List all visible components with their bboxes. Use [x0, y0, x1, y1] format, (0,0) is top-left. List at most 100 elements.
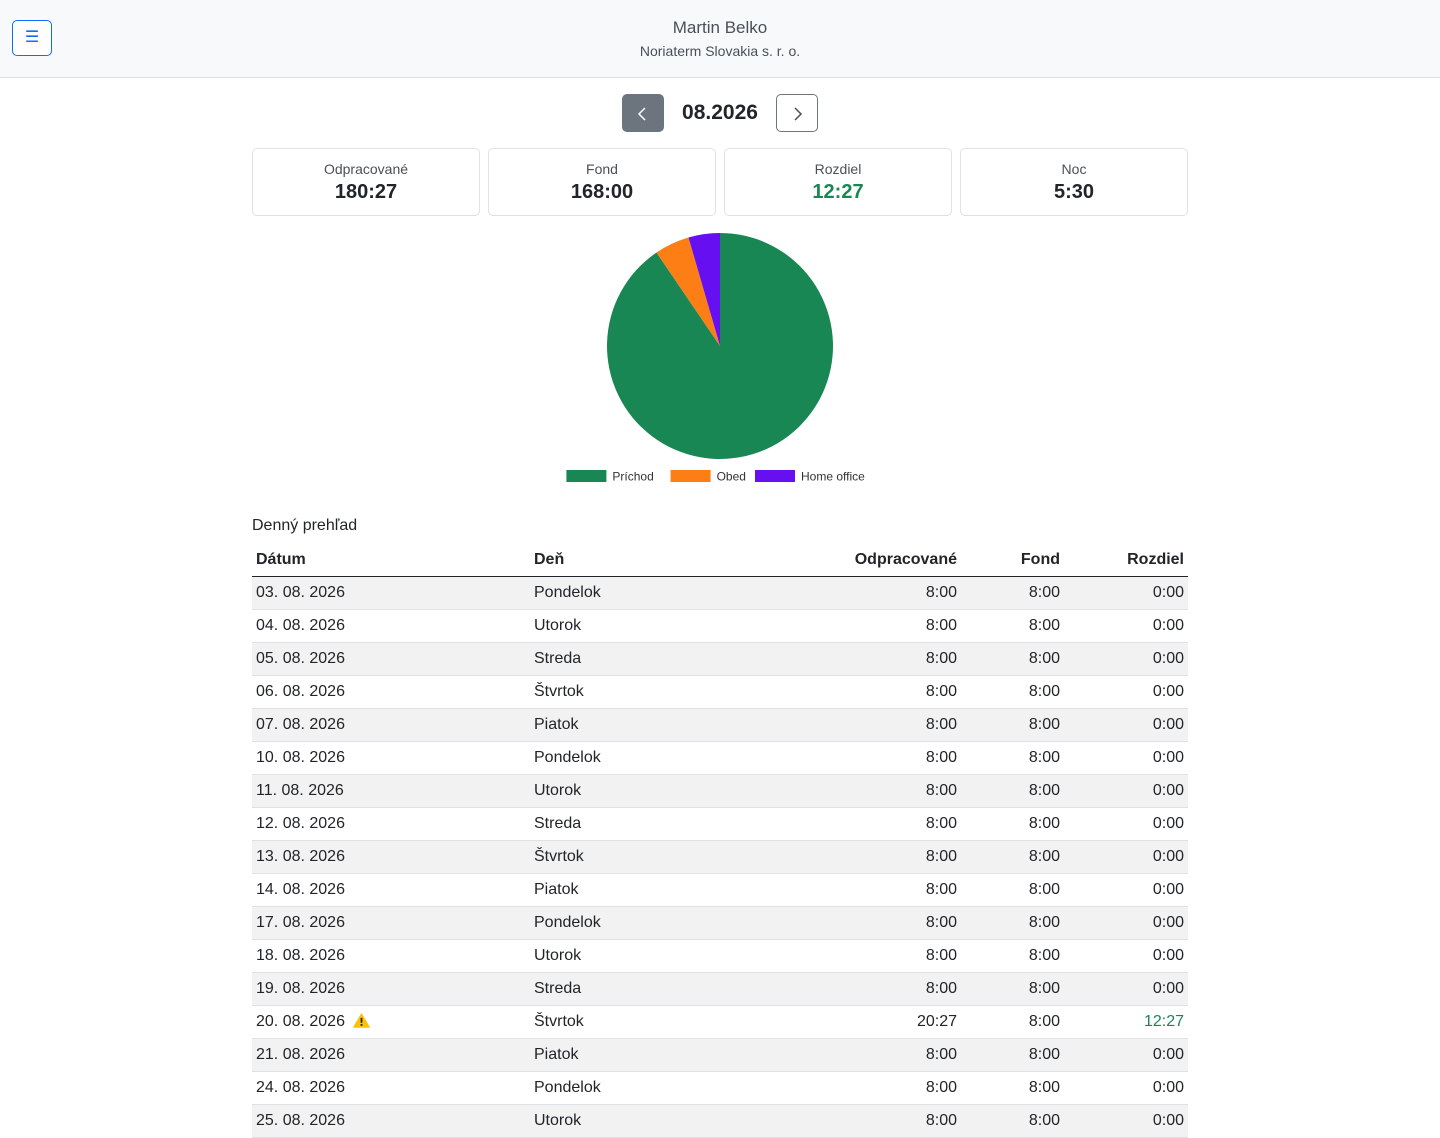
legend-swatch[interactable]	[566, 470, 607, 482]
table-row: 14. 08. 2026 Piatok 8:00 8:00 0:00	[252, 873, 1188, 907]
row-diff: 0:00	[1064, 1104, 1188, 1138]
user-name: Martin Belko	[672, 18, 768, 37]
warning-icon[interactable]	[353, 1013, 370, 1028]
row-fond: 8:00	[961, 741, 1064, 775]
table-row: 19. 08. 2026 Streda 8:00 8:00 0:00	[252, 972, 1188, 1006]
row-worked: 8:00	[708, 675, 961, 709]
activity-pie-chart: Príchod Obed Home office	[560, 228, 880, 490]
row-date-cell: 04. 08. 2026	[252, 609, 530, 643]
row-date-cell: 13. 08. 2026	[252, 840, 530, 874]
table-row: 12. 08. 2026 Streda 8:00 8:00 0:00	[252, 807, 1188, 841]
table-row: 03. 08. 2026 Pondelok 8:00 8:00 0:00	[252, 576, 1188, 610]
row-date: 07. 08. 2026	[256, 716, 345, 733]
row-date-cell: 06. 08. 2026	[252, 675, 530, 709]
pie-slice-obed[interactable]	[656, 237, 720, 346]
diff-value: 12:27	[812, 181, 864, 203]
daily-table: Dátum Deň Odpracované Fond Rozdiel 03. 0…	[252, 544, 1188, 1138]
row-date: 19. 08. 2026	[256, 980, 345, 997]
row-date-cell: 07. 08. 2026	[252, 708, 530, 742]
row-worked: 8:00	[708, 939, 961, 973]
row-worked: 8:00	[708, 642, 961, 676]
row-date: 12. 08. 2026	[256, 815, 345, 832]
next-month-button[interactable]	[776, 94, 818, 132]
fond-label: Fond	[586, 161, 618, 177]
row-day: Pondelok	[530, 576, 708, 610]
row-fond: 8:00	[961, 609, 1064, 643]
row-day: Streda	[530, 807, 708, 841]
row-worked: 8:00	[708, 576, 961, 610]
row-worked: 8:00	[708, 1104, 961, 1138]
legend-swatch[interactable]	[670, 470, 711, 482]
row-date: 10. 08. 2026	[256, 749, 345, 766]
row-diff: 0:00	[1064, 873, 1188, 907]
row-date: 17. 08. 2026	[256, 914, 345, 931]
row-date: 03. 08. 2026	[256, 584, 345, 601]
row-diff: 0:00	[1064, 939, 1188, 973]
row-diff: 0:00	[1064, 1038, 1188, 1072]
row-day: Štvrtok	[530, 675, 708, 709]
row-worked: 8:00	[708, 972, 961, 1006]
menu-button[interactable]: ☰	[12, 20, 52, 56]
row-day: Piatok	[530, 1038, 708, 1072]
current-month-label: 08.2026	[682, 101, 758, 124]
night-value: 5:30	[1053, 181, 1095, 203]
legend-label[interactable]: Home office	[801, 470, 865, 484]
row-date-cell: 25. 08. 2026	[252, 1104, 530, 1138]
row-worked: 8:00	[708, 609, 961, 643]
previous-month-button[interactable]	[622, 94, 664, 132]
table-row: 25. 08. 2026 Utorok 8:00 8:00 0:00	[252, 1104, 1188, 1138]
row-diff: 0:00	[1064, 1071, 1188, 1105]
chevron-left-icon	[637, 107, 646, 121]
table-row: 05. 08. 2026 Streda 8:00 8:00 0:00	[252, 642, 1188, 676]
row-day: Pondelok	[530, 1071, 708, 1105]
row-date: 14. 08. 2026	[256, 881, 345, 898]
legend-label[interactable]: Príchod	[612, 470, 653, 484]
table-row: 10. 08. 2026 Pondelok 8:00 8:00 0:00	[252, 741, 1188, 775]
row-day: Utorok	[530, 774, 708, 808]
pie-slice-home-office[interactable]	[688, 233, 720, 346]
worked-value: 180:27	[334, 181, 398, 203]
night-card: Noc 5:30	[960, 148, 1188, 216]
row-worked: 20:27	[708, 1005, 961, 1039]
table-header-row: Dátum Deň Odpracované Fond Rozdiel	[252, 544, 1188, 577]
row-diff: 0:00	[1064, 609, 1188, 643]
legend-label[interactable]: Obed	[717, 470, 746, 484]
row-worked: 8:00	[708, 1071, 961, 1105]
row-date: 25. 08. 2026	[256, 1112, 345, 1129]
table-row: 20. 08. 2026 Štvrtok 20:27 8:00 12:27	[252, 1005, 1188, 1039]
row-diff: 0:00	[1064, 840, 1188, 874]
row-day: Utorok	[530, 1104, 708, 1138]
row-fond: 8:00	[961, 840, 1064, 874]
row-diff: 0:00	[1064, 774, 1188, 808]
row-diff: 0:00	[1064, 642, 1188, 676]
row-date-cell: 18. 08. 2026	[252, 939, 530, 973]
fond-value: 168:00	[570, 181, 634, 203]
daily-overview-title: Denný prehľad	[252, 517, 358, 534]
daily-table-container: Dátum Deň Odpracované Fond Rozdiel 03. 0…	[252, 544, 1188, 1138]
row-date: 11. 08. 2026	[256, 782, 344, 799]
row-date: 24. 08. 2026	[256, 1079, 345, 1096]
row-day: Streda	[530, 642, 708, 676]
header-date: Dátum	[252, 544, 530, 577]
row-date-cell: 21. 08. 2026	[252, 1038, 530, 1072]
row-date-cell: 11. 08. 2026	[252, 774, 530, 808]
legend-swatch[interactable]	[755, 470, 795, 482]
header-fond: Fond	[961, 544, 1064, 577]
row-fond: 8:00	[961, 774, 1064, 808]
table-row: 21. 08. 2026 Piatok 8:00 8:00 0:00	[252, 1038, 1188, 1072]
row-fond: 8:00	[961, 1071, 1064, 1105]
row-fond: 8:00	[961, 873, 1064, 907]
row-date-cell: 17. 08. 2026	[252, 906, 530, 940]
row-day: Utorok	[530, 939, 708, 973]
row-fond: 8:00	[961, 708, 1064, 742]
summary-cards: Odpracované 180:27 Fond 168:00 Rozdiel 1…	[252, 148, 1188, 216]
row-day: Pondelok	[530, 906, 708, 940]
row-diff: 0:00	[1064, 576, 1188, 610]
top-bar: ☰ Martin Belko Noriaterm Slovakia s. r. …	[0, 0, 1440, 78]
row-day: Štvrtok	[530, 1005, 708, 1039]
row-day: Štvrtok	[530, 840, 708, 874]
table-row: 06. 08. 2026 Štvrtok 8:00 8:00 0:00	[252, 675, 1188, 709]
row-date-cell: 03. 08. 2026	[252, 576, 530, 610]
row-worked: 8:00	[708, 708, 961, 742]
row-date: 18. 08. 2026	[256, 947, 345, 964]
